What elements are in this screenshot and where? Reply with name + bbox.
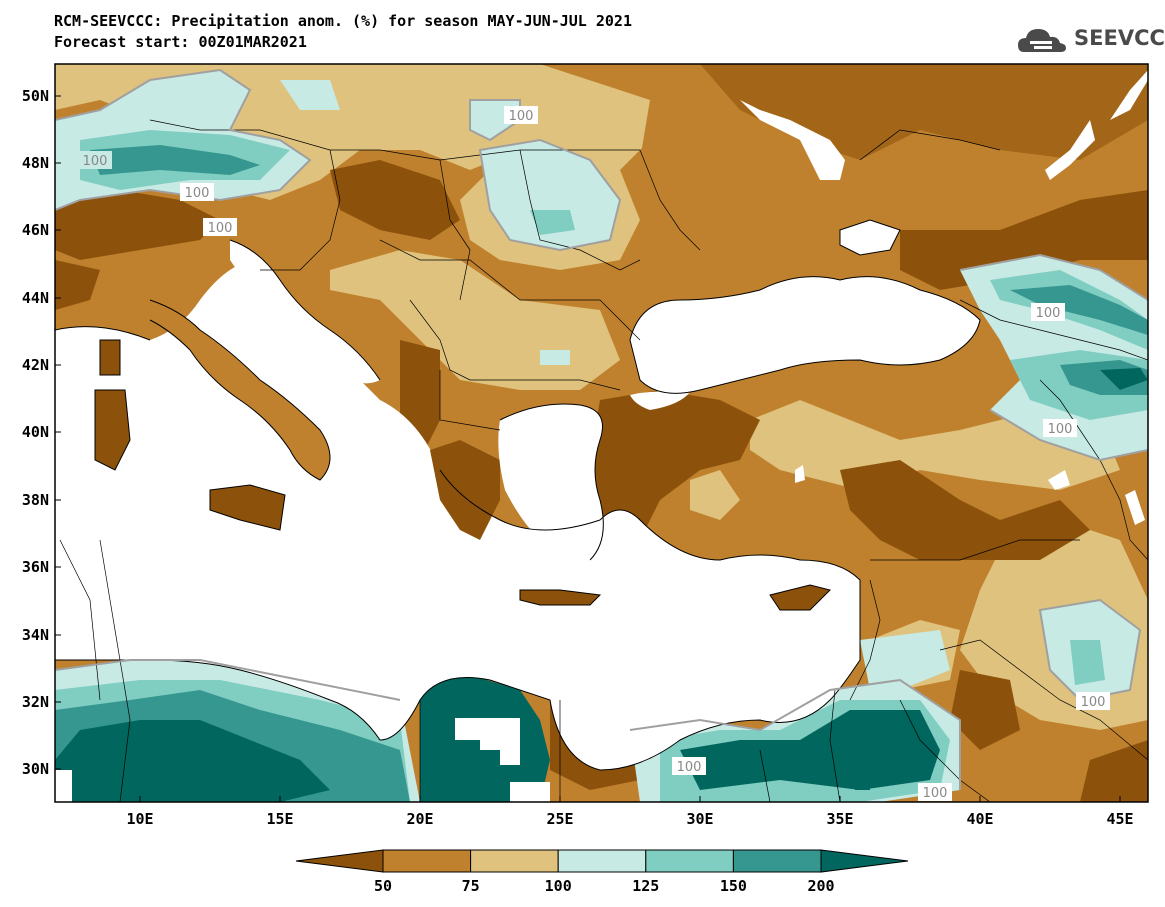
colorbar-segment [557,849,647,873]
very-dry-jordan [950,670,1020,750]
colorbar-label: 75 [462,877,480,895]
missing-data-patch-iran [1048,470,1070,490]
very-dry-west-anatolia [590,390,760,540]
very-wet-libya-west [55,720,330,802]
dry-slight-anatolia-spot [690,470,740,520]
map-title: RCM-SEEVCCC: Precipitation anom. (%) for… [54,12,632,30]
sea-of-azov [840,220,900,255]
contour-label: 100 [1036,306,1061,321]
colorbar-label: 200 [807,877,834,895]
lat-tick-label: 42N [22,356,49,374]
wetter-caucasus [1010,285,1148,335]
country-borders [59,119,1148,802]
greece-peninsula [430,440,500,540]
very-wet-sinai-negev [680,710,940,790]
lat-tick-label: 30N [22,760,49,778]
missing-data-patch-2 [1045,120,1095,180]
lat-tick-label: 44N [22,289,49,307]
corsica [100,340,120,375]
lon-tick-label: 15E [266,810,293,828]
contour-label: 100 [185,186,210,201]
colorbar: 50 75 100 125 150 200 [295,849,909,895]
missing-data-patch-anatolia [795,465,805,483]
lon-tick-label: 30E [686,810,713,828]
sea-of-marmara [630,391,690,410]
wet-slight-romania [480,140,620,250]
colorbar-segment [295,849,384,873]
colorbar-segment [382,849,472,873]
missing-data-patch-west [55,770,72,802]
colorbar-label: 50 [374,877,392,895]
lat-tick-label: 40N [22,423,49,441]
contour-label: 100 [208,221,233,236]
lon-tick-label: 20E [406,810,433,828]
wet-iraq-core [1070,640,1105,685]
lat-tick-label: 50N [22,87,49,105]
very-dry-alps-east [330,160,460,240]
wetter-alps [90,145,260,175]
wet-slight-levant [860,630,950,690]
aegean-sea [498,404,604,560]
colorbar-label: 125 [632,877,659,895]
contour-label: 100 [1048,422,1073,437]
contour-label: 100 [509,109,534,124]
cloud-icon [1018,29,1066,52]
coast-detail [855,760,870,790]
lat-tick-label: 46N [22,221,49,239]
contour-100 [55,68,1148,790]
wet-slight-bulgaria [540,350,570,365]
wet-romania-core [530,210,575,235]
missing-data-patch-egypt [510,782,550,802]
contour-label: 100 [1081,695,1106,710]
very-dry-alps-west [55,190,220,260]
lon-tick-label: 35E [826,810,853,828]
very-dry-caucasus-north [900,190,1148,290]
lon-tick-label: 40E [966,810,993,828]
adriatic-sea [230,240,380,384]
forecast-start-label: Forecast start: 00Z01MAR2021 [54,33,307,51]
lat-tick-label: 48N [22,154,49,172]
lat-tick-label: 38N [22,491,49,509]
wet-slight-germany [280,80,340,110]
map-frame [54,63,1149,803]
contour-label: 100 [83,154,108,169]
coastlines [55,219,981,771]
colorbar-label: 100 [545,877,572,895]
missing-data-patch-1 [740,100,845,180]
sicily [210,485,285,530]
contour-labels: 100 100 100 100 100 100 100 100 100 [78,106,1110,801]
colorbar-segment [470,849,559,873]
very-wet-georgia-core [1100,368,1148,390]
missing-data-patch-libya [455,718,520,765]
contour-label: 100 [677,760,702,775]
black-sea [630,276,980,394]
missing-data-patch-east [1125,490,1145,525]
lon-tick-label: 45E [1106,810,1133,828]
very-dry-east-anatolia [840,460,1090,560]
seevccc-logo: SEEVCCC [1016,24,1165,56]
lat-tick-label: 36N [22,558,49,576]
lon-axis: 10E 15E 20E 25E 30E 35E 40E 45E [126,796,1134,828]
colorbar-segment [732,849,822,873]
crete [520,590,600,605]
lon-tick-label: 25E [546,810,573,828]
lat-tick-label: 32N [22,693,49,711]
contour-label: 100 [923,786,948,801]
italy-landmass [150,300,330,480]
logo-label: SEEVCCC [1074,26,1165,50]
very-dry-saudi [1080,740,1148,802]
lat-tick-label: 34N [22,626,49,644]
very-dry-southern-france [55,260,100,310]
missing-data-patch-3 [1110,70,1148,120]
colorbar-segment [645,849,734,873]
sardinia [95,390,130,470]
colorbar-segment [820,849,909,873]
lon-tick-label: 10E [126,810,153,828]
colorbar-label: 150 [720,877,747,895]
lat-axis: 50N 48N 46N 44N 42N 40N 38N 36N 34N 32N … [22,87,61,778]
